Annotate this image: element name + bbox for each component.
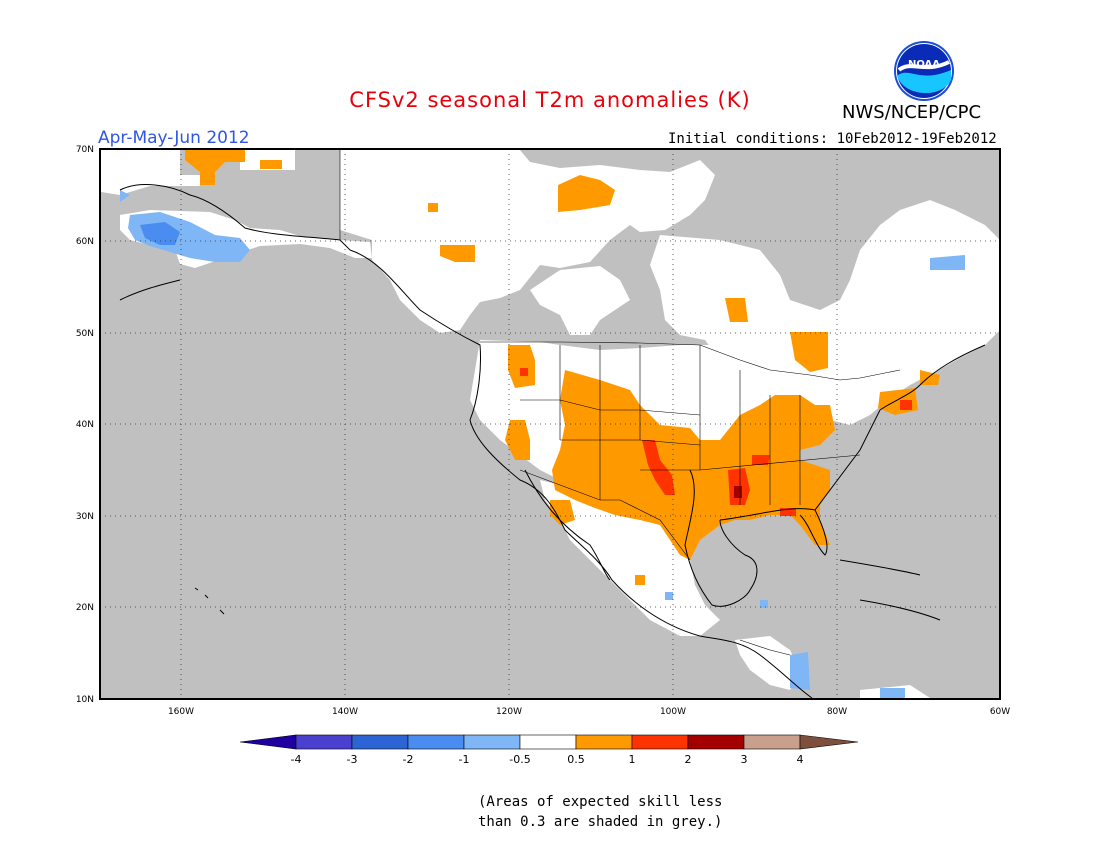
noaa-logo-icon: NOAA xyxy=(894,41,954,101)
colorbar-swatch xyxy=(407,734,465,750)
skill-note: (Areas of expected skill less than 0.3 a… xyxy=(478,792,722,832)
agency-label: NWS/NCEP/CPC xyxy=(842,102,982,123)
season-label: Apr-May-Jun 2012 xyxy=(98,128,250,148)
colorbar-label: -4 xyxy=(291,753,302,766)
colorbar: -4 -3 -2 -1 -0.5 0.5 1 2 3 4 xyxy=(239,734,859,766)
colorbar-label: -0.5 xyxy=(509,753,530,766)
lon-label: 100W xyxy=(660,707,686,717)
colorbar-label: 1 xyxy=(629,753,636,766)
colorbar-swatch-min xyxy=(239,734,297,750)
map-title: CFSv2 seasonal T2m anomalies (K) xyxy=(349,88,751,112)
map-frame xyxy=(99,148,1001,700)
colorbar-swatch xyxy=(463,734,521,750)
skill-note-line: (Areas of expected skill less xyxy=(478,794,723,810)
logo-text: NOAA xyxy=(908,59,940,70)
lon-label: 160W xyxy=(168,707,194,717)
colorbar-label: 3 xyxy=(741,753,748,766)
longitude-labels: 160W 140W 120W 100W 80W 60W xyxy=(168,707,1010,717)
colorbar-label: 0.5 xyxy=(567,753,585,766)
strongest-warm-anomaly-regions xyxy=(734,486,742,498)
lat-label: 10N xyxy=(76,695,94,705)
lat-label: 30N xyxy=(76,512,94,522)
colorbar-label: 2 xyxy=(685,753,692,766)
political-borders xyxy=(339,150,901,656)
colorbar-swatch xyxy=(743,734,801,750)
lat-label: 70N xyxy=(76,145,94,155)
coastlines xyxy=(119,184,986,699)
lat-label: 20N xyxy=(76,603,94,613)
colorbar-swatch xyxy=(631,734,689,750)
map-panel xyxy=(99,148,1001,700)
colorbar-swatch xyxy=(351,734,409,750)
lat-label: 50N xyxy=(76,329,94,339)
colorbar-swatch xyxy=(575,734,633,750)
skill-note-line: than 0.3 are shaded in grey.) xyxy=(478,814,723,830)
lat-label: 40N xyxy=(76,420,94,430)
lon-label: 120W xyxy=(496,707,522,717)
lon-label: 140W xyxy=(332,707,358,717)
cool-anomaly-regions xyxy=(120,190,965,698)
colorbar-swatch xyxy=(295,734,353,750)
graticule xyxy=(100,149,1000,699)
colorbar-label: -3 xyxy=(347,753,358,766)
colorbar-swatch xyxy=(519,734,577,750)
colorbar-label: 4 xyxy=(797,753,804,766)
colorbar-swatch-max xyxy=(799,734,859,750)
initial-conditions-label: Initial conditions: 10Feb2012-19Feb2012 xyxy=(668,131,997,147)
strong-warm-anomaly-regions xyxy=(520,368,912,516)
latitude-labels: 70N 60N 50N 40N 30N 20N 10N xyxy=(76,145,94,705)
colorbar-swatch xyxy=(687,734,745,750)
colorbar-label: -2 xyxy=(403,753,414,766)
colorbar-label: -1 xyxy=(459,753,470,766)
lon-label: 60W xyxy=(990,707,1010,717)
lat-label: 60N xyxy=(76,237,94,247)
lon-label: 80W xyxy=(827,707,847,717)
